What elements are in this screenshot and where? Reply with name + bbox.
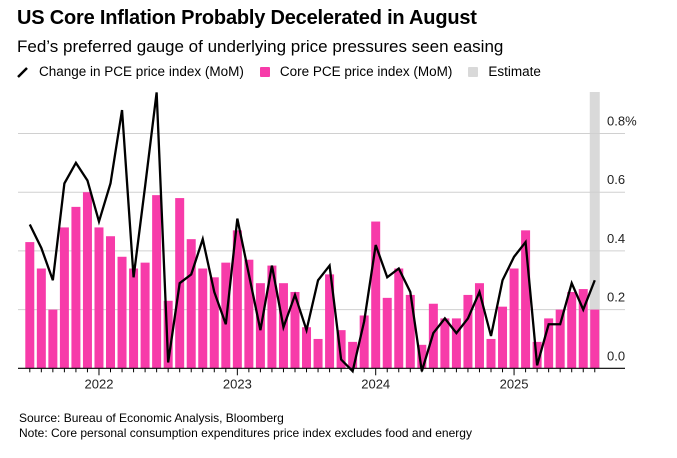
bar-core-pce [371,221,381,369]
bar-core-pce [186,239,196,369]
bar-core-pce [59,227,69,369]
bar-core-pce [348,341,358,369]
bar-core-pce [405,294,415,369]
note-text: Note: Core personal consumption expendit… [19,426,472,440]
bar-core-pce [82,192,92,369]
bar-core-pce [325,274,335,369]
legend-item-pce: Change in PCE price index (MoM) [17,64,244,79]
estimate-band [589,92,600,369]
bar-core-pce [48,309,58,369]
bar-core-pce [463,294,473,369]
y-tick-label: 0.8% [607,114,637,129]
bar-core-pce [129,268,139,369]
bar-core-pce [578,289,588,369]
bar-core-pce [521,230,531,369]
bar-core-pce [590,309,600,369]
bar-core-pce [486,338,496,369]
chart-title: US Core Inflation Probably Decelerated i… [17,7,477,29]
bar-core-pce [94,227,104,369]
bar-core-pce [313,338,323,369]
bar-core-pce [394,268,404,369]
x-tick-label: 2024 [361,376,390,391]
bar-core-pce [290,291,300,369]
bar-core-pce [106,236,116,369]
legend: Change in PCE price index (MoM) Core PCE… [17,64,557,79]
bar-core-pce [567,291,577,369]
line-pce [28,92,596,374]
y-tick-label: 0.0 [607,348,625,363]
y-tick-label: 0.2 [607,290,625,305]
legend-label: Estimate [488,64,541,79]
chart-plot: 0.0 0.2 0.4 0.6 0.8% 2022 2023 2024 2025 [18,92,637,391]
bar-core-pce [140,262,150,369]
bar-core-pce [302,327,312,369]
bar-core-pce [244,259,254,369]
bar-core-pce [382,297,392,369]
source-text: Source: Bureau of Economic Analysis, Blo… [19,411,284,425]
bar-core-pce [71,206,81,369]
bar-core-pce [417,344,427,369]
bar-core-pce [451,318,461,369]
chart-subtitle: Fed’s preferred gauge of underlying pric… [17,37,504,56]
bar-core-pce [117,256,127,369]
legend-swatch-gray [468,66,479,77]
x-tick-label: 2023 [223,376,252,391]
bar-core-pce [232,230,242,369]
legend-item-estimate: Estimate [468,64,541,79]
legend-label: Change in PCE price index (MoM) [39,64,244,79]
bar-core-pce [359,315,369,369]
bar-core-pce [209,277,219,369]
bar-core-pce [544,318,554,369]
bar-core-pce [198,268,208,369]
bar-core-pce [498,306,508,369]
legend-swatch-pink [259,66,270,77]
bar-core-pce [36,268,46,369]
line-pen-icon [17,66,28,78]
y-tick-label: 0.6 [607,172,625,187]
y-tick-label: 0.4 [607,231,625,246]
bar-core-pce [440,318,450,369]
x-tick-label: 2022 [85,376,114,391]
bar-core-pce [509,268,519,369]
legend-item-core-pce: Core PCE price index (MoM) [259,64,453,79]
bar-core-pce [163,300,173,369]
bar-core-pce [267,265,277,369]
x-tick-label: 2025 [500,376,529,391]
bar-core-pce [474,283,484,369]
bar-core-pce [25,242,35,369]
bar-core-pce [152,195,162,369]
legend-label: Core PCE price index (MoM) [279,64,453,79]
footer: Source: Bureau of Economic Analysis, Blo… [19,411,472,441]
bar-core-pce [336,330,346,369]
bar-core-pce [555,309,565,369]
